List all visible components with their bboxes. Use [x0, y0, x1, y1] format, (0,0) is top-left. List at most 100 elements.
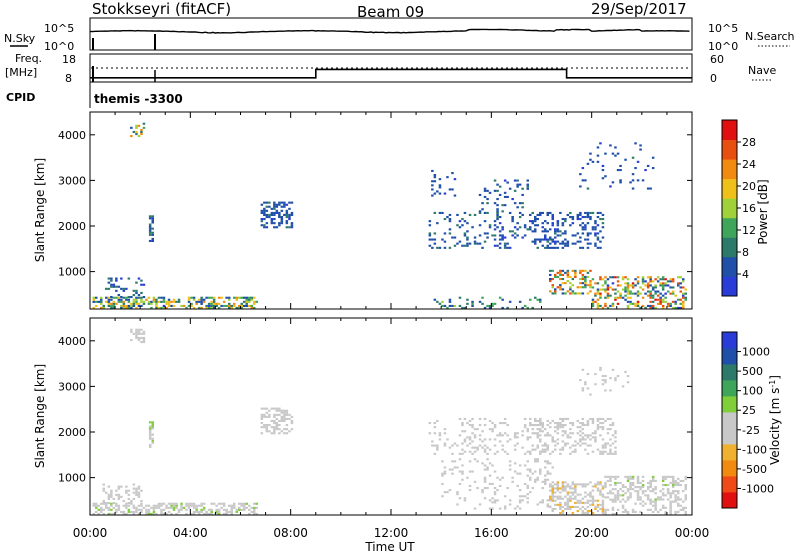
- power-cell: [446, 216, 449, 219]
- velocity-cell: [481, 446, 484, 449]
- velocity-cell: [526, 497, 529, 500]
- power-cell: [140, 133, 143, 136]
- velocity-cell: [684, 475, 687, 478]
- power-cell: [604, 276, 607, 279]
- velocity-cell: [669, 510, 672, 513]
- velocity-cell: [571, 505, 575, 508]
- velocity-cell: [546, 505, 549, 508]
- velocity-cell: [626, 510, 630, 513]
- velocity-cell: [458, 482, 462, 485]
- velocity-cell: [561, 446, 565, 449]
- velocity-cell: [564, 432, 567, 435]
- velocity-cell: [651, 500, 655, 503]
- power-cell: [160, 306, 163, 309]
- power-cell: [651, 296, 655, 299]
- velocity-cell: [468, 470, 472, 473]
- velocity-cell: [127, 502, 131, 505]
- velocity-cell: [110, 493, 113, 496]
- power-cell: [498, 242, 502, 245]
- velocity-cell: [162, 508, 166, 511]
- velocity-cell: [624, 508, 627, 511]
- nave-tick-top: 60: [710, 53, 724, 66]
- velocity-cell: [478, 503, 482, 506]
- velocity-cell: [526, 501, 529, 504]
- velocity-cell: [571, 487, 575, 490]
- velocity-cell: [609, 438, 612, 441]
- velocity-cell: [682, 508, 685, 511]
- velocity-cell: [674, 484, 677, 487]
- power-cell: [215, 304, 218, 307]
- power-cell: [205, 296, 208, 299]
- power-cell: [110, 296, 113, 299]
- power-cell: [591, 160, 595, 163]
- power-cell: [506, 306, 509, 309]
- power-cell: [636, 294, 640, 297]
- velocity-cell: [137, 512, 141, 515]
- velocity-cell: [463, 430, 467, 433]
- power-cell: [596, 211, 600, 214]
- power-cell: [579, 269, 582, 272]
- velocity-cell: [222, 508, 226, 511]
- power-cell: [601, 284, 605, 287]
- power-cell: [579, 286, 582, 289]
- velocity-cell: [616, 492, 620, 495]
- power-cell: [135, 289, 138, 292]
- power-cell: [566, 244, 570, 247]
- velocity-cell: [589, 438, 592, 441]
- power-cell: [669, 278, 672, 281]
- power-cell: [521, 193, 524, 196]
- velocity-cell: [626, 479, 630, 482]
- velocity-cell: [566, 483, 570, 486]
- velocity-cell: [631, 475, 635, 478]
- power-cell: [436, 300, 439, 303]
- velocity-cell: [506, 434, 509, 437]
- power-cell: [656, 290, 660, 293]
- velocity-cell: [551, 485, 554, 488]
- power-cell: [433, 242, 437, 245]
- power-cell: [631, 156, 635, 159]
- power-cell: [496, 208, 499, 211]
- power-cell: [649, 280, 652, 283]
- velocity-cell: [100, 508, 103, 511]
- velocity-cell: [569, 491, 572, 494]
- velocity-cell: [571, 424, 575, 427]
- power-cell: [278, 203, 281, 206]
- power-cell: [521, 187, 524, 190]
- velocity-cell: [458, 434, 462, 437]
- power-cell: [511, 230, 514, 233]
- velocity-cell: [579, 434, 582, 437]
- velocity-cell: [629, 492, 632, 495]
- power-cell: [576, 240, 580, 243]
- power-cell: [100, 298, 103, 301]
- power-cell: [626, 278, 630, 281]
- velocity-cell: [240, 504, 243, 507]
- power-cell: [594, 292, 597, 295]
- power-cell: [551, 240, 554, 243]
- velocity-cell: [95, 510, 98, 513]
- velocity-cell: [488, 474, 492, 477]
- velocity-cell: [564, 444, 567, 447]
- power-cell: [243, 300, 246, 303]
- velocity-cell: [506, 424, 509, 427]
- power-cell: [609, 286, 612, 289]
- velocity-cell: [436, 448, 439, 451]
- power-cell: [549, 242, 552, 245]
- power-cell: [559, 273, 562, 276]
- power-cell: [611, 276, 615, 279]
- velocity-cell: [674, 510, 677, 513]
- power-cell: [140, 300, 143, 303]
- power-cell: [165, 300, 168, 303]
- power-cell: [471, 304, 474, 307]
- velocity-cell: [483, 448, 487, 451]
- velocity-cell: [453, 442, 457, 445]
- velocity-cell: [283, 413, 286, 416]
- velocity-cell: [448, 468, 452, 471]
- power-cell: [127, 277, 131, 280]
- velocity-cell: [636, 498, 640, 501]
- velocity-cell: [669, 506, 672, 509]
- velocity-cell: [621, 385, 625, 388]
- power-cell: [596, 238, 600, 241]
- power-cell: [614, 146, 617, 149]
- velocity-cell: [97, 504, 100, 507]
- velocity-cell: [661, 506, 665, 509]
